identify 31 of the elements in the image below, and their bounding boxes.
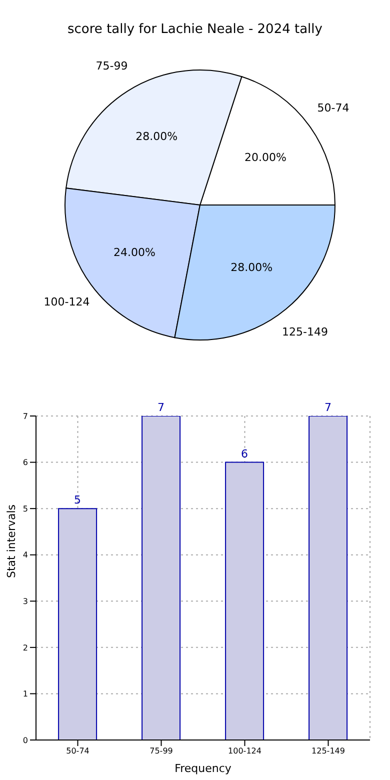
y-tick-label: 0: [22, 736, 28, 745]
y-tick-label: 7: [22, 412, 28, 421]
bar: [225, 462, 264, 740]
x-axis-title: Frequency: [174, 762, 232, 775]
data-label: 7: [324, 401, 332, 414]
y-tick-label: 4: [22, 550, 28, 560]
y-tick-label: 2: [22, 643, 28, 652]
y-tick-label: 5: [22, 504, 28, 514]
data-label: 28.00%: [136, 130, 178, 144]
bar: [58, 508, 98, 740]
chart-title: score tally for Lachie Neale - 2024 tally: [66, 22, 324, 37]
slice-label: 100-124: [44, 295, 90, 308]
x-tick-label: 100-124: [228, 746, 262, 756]
data-label: 20.00%: [244, 150, 287, 164]
data-label: 24.00%: [113, 246, 156, 260]
x-tick-label: 75-99: [150, 746, 173, 756]
y-tick-label: 3: [22, 596, 28, 606]
bar: [142, 416, 181, 740]
y-axis-title: Stat intervals: [4, 504, 18, 578]
data-label: 7: [158, 401, 165, 414]
y-tick-label: 1: [22, 690, 28, 699]
data-label: 6: [241, 447, 248, 460]
y-tick-label: 6: [22, 458, 28, 468]
x-tick-label: 50-74: [66, 746, 90, 756]
slice-label: 50-74: [317, 102, 350, 115]
data-label: 28.00%: [230, 260, 273, 274]
x-tick-label: 125-149: [312, 746, 345, 756]
bar: [308, 416, 348, 740]
slice-label: 125-149: [282, 325, 328, 338]
slice-label: 75-99: [96, 59, 128, 72]
data-label: 5: [74, 494, 82, 507]
